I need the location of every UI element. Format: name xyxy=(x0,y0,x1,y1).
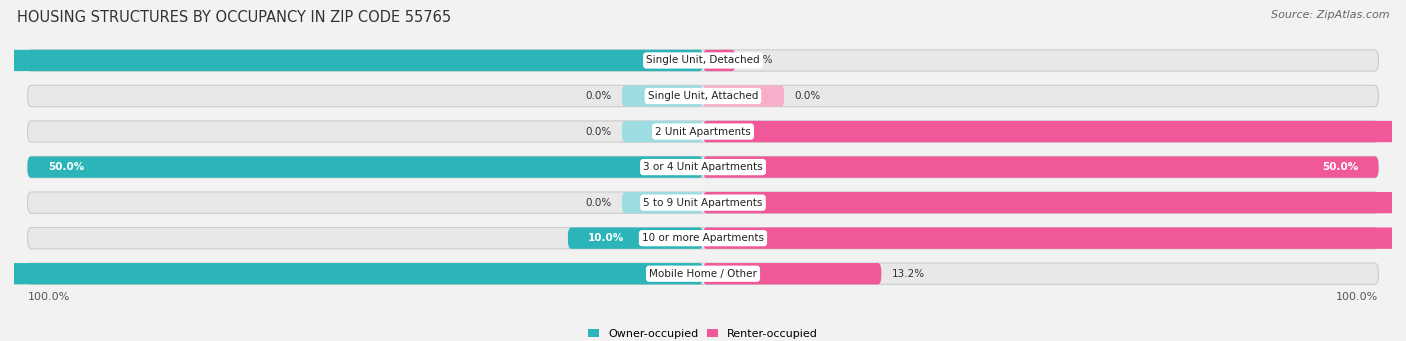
FancyBboxPatch shape xyxy=(28,50,1378,71)
FancyBboxPatch shape xyxy=(28,192,1378,213)
FancyBboxPatch shape xyxy=(703,85,785,107)
FancyBboxPatch shape xyxy=(703,121,1406,142)
FancyBboxPatch shape xyxy=(28,227,1378,249)
Text: Mobile Home / Other: Mobile Home / Other xyxy=(650,269,756,279)
FancyBboxPatch shape xyxy=(0,263,703,284)
FancyBboxPatch shape xyxy=(28,263,1378,284)
FancyBboxPatch shape xyxy=(621,85,703,107)
FancyBboxPatch shape xyxy=(703,157,1378,178)
FancyBboxPatch shape xyxy=(0,50,703,71)
Text: 3 or 4 Unit Apartments: 3 or 4 Unit Apartments xyxy=(643,162,763,172)
Text: Single Unit, Attached: Single Unit, Attached xyxy=(648,91,758,101)
FancyBboxPatch shape xyxy=(621,192,703,213)
Text: 10.0%: 10.0% xyxy=(588,233,624,243)
Text: 13.2%: 13.2% xyxy=(893,269,925,279)
Text: 0.0%: 0.0% xyxy=(794,91,821,101)
FancyBboxPatch shape xyxy=(28,157,1378,178)
Text: 0.0%: 0.0% xyxy=(585,127,612,136)
Text: Single Unit, Detached: Single Unit, Detached xyxy=(647,56,759,65)
Text: HOUSING STRUCTURES BY OCCUPANCY IN ZIP CODE 55765: HOUSING STRUCTURES BY OCCUPANCY IN ZIP C… xyxy=(17,10,451,25)
Text: Source: ZipAtlas.com: Source: ZipAtlas.com xyxy=(1271,10,1389,20)
Text: 50.0%: 50.0% xyxy=(1322,162,1358,172)
FancyBboxPatch shape xyxy=(703,263,882,284)
FancyBboxPatch shape xyxy=(28,121,1378,142)
Text: 50.0%: 50.0% xyxy=(48,162,84,172)
Text: 100.0%: 100.0% xyxy=(28,292,70,302)
FancyBboxPatch shape xyxy=(703,227,1406,249)
Text: 2 Unit Apartments: 2 Unit Apartments xyxy=(655,127,751,136)
FancyBboxPatch shape xyxy=(28,157,703,178)
FancyBboxPatch shape xyxy=(703,192,1406,213)
Legend: Owner-occupied, Renter-occupied: Owner-occupied, Renter-occupied xyxy=(583,324,823,341)
FancyBboxPatch shape xyxy=(621,121,703,142)
Text: 10 or more Apartments: 10 or more Apartments xyxy=(643,233,763,243)
FancyBboxPatch shape xyxy=(703,50,735,71)
Text: 0.0%: 0.0% xyxy=(585,91,612,101)
Text: 2.4%: 2.4% xyxy=(747,56,773,65)
Text: 5 to 9 Unit Apartments: 5 to 9 Unit Apartments xyxy=(644,198,762,208)
FancyBboxPatch shape xyxy=(568,227,703,249)
FancyBboxPatch shape xyxy=(28,85,1378,107)
Text: 0.0%: 0.0% xyxy=(585,198,612,208)
Text: 100.0%: 100.0% xyxy=(1336,292,1378,302)
